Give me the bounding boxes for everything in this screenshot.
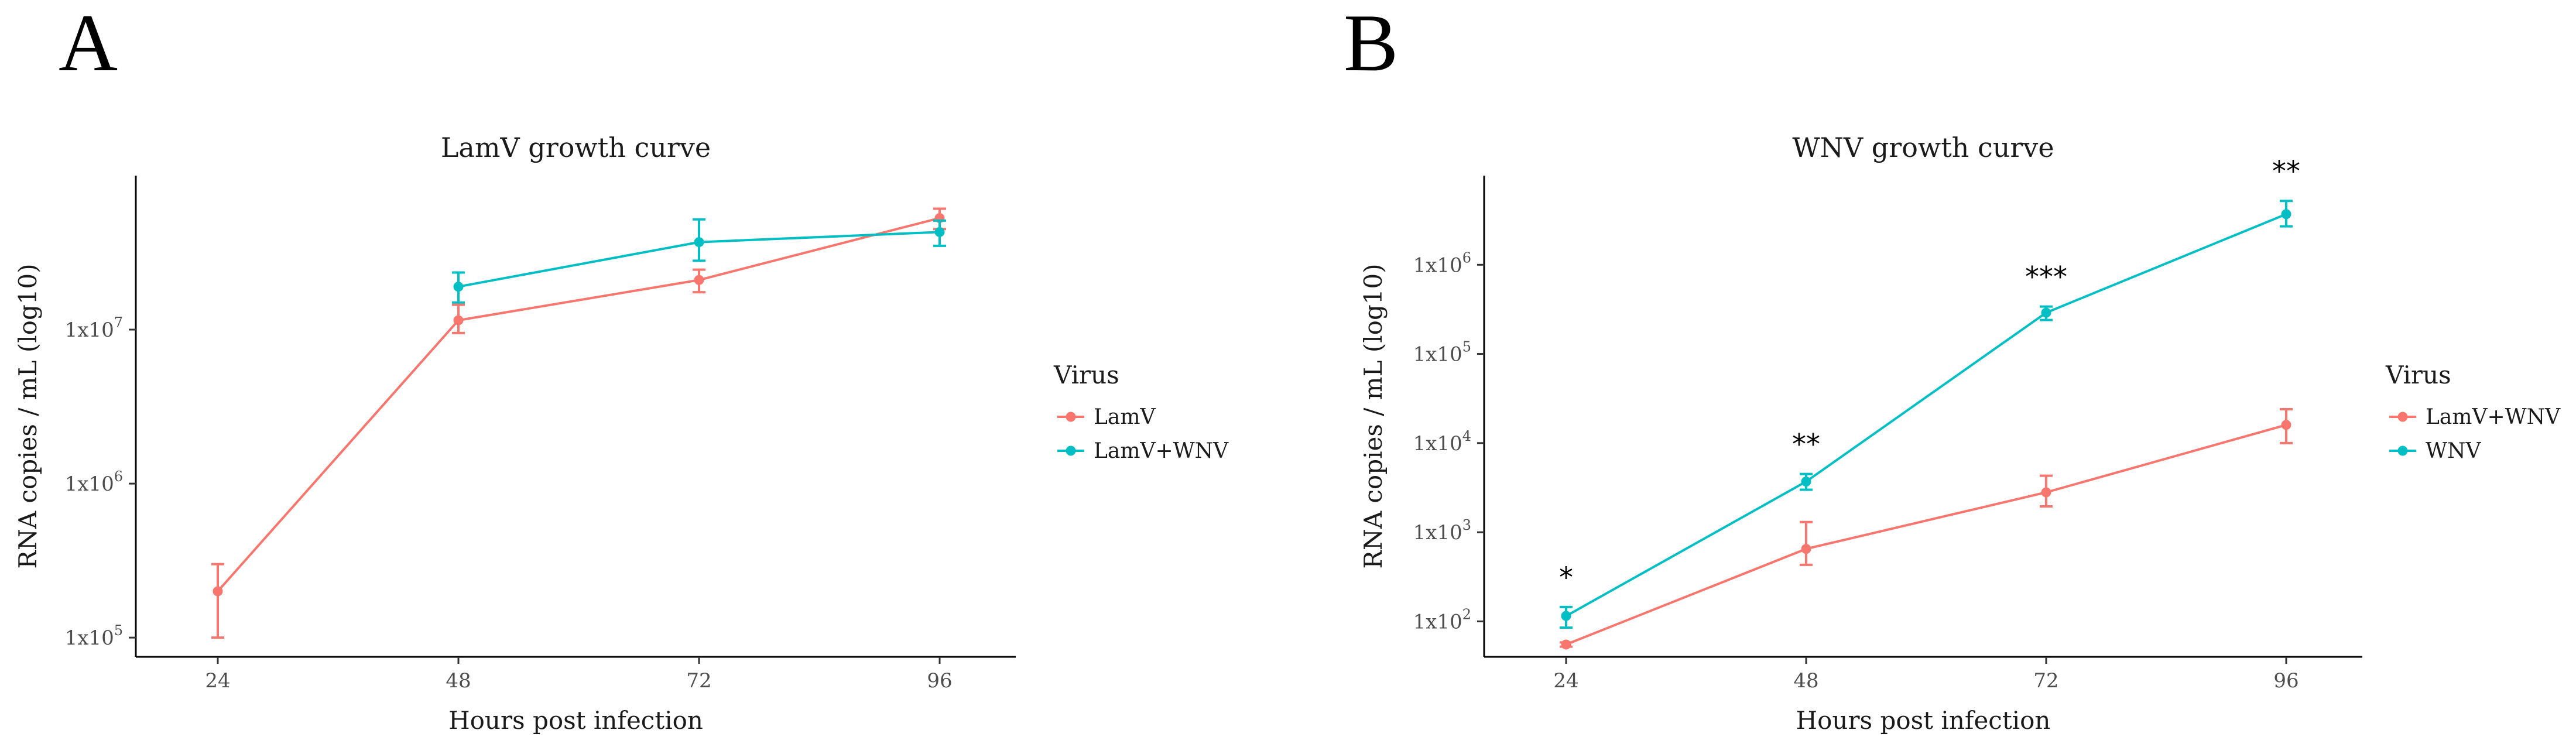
significance-annotation: * <box>1559 561 1573 594</box>
legend: Virus LamV+WNV WNV <box>2385 361 2561 463</box>
legend-title: Virus <box>2385 361 2451 389</box>
panel-letter-b: B <box>1344 0 1398 88</box>
chart-title: WNV growth curve <box>1792 132 2054 163</box>
y-tick-label: 1x107 <box>65 314 123 342</box>
data-point <box>2281 209 2291 220</box>
data-point <box>213 586 223 597</box>
x-tick-label: 72 <box>686 669 711 693</box>
significance-annotation: *** <box>2025 261 2067 294</box>
y-tick-label: 1x104 <box>1413 428 1471 455</box>
x-tick-label: 48 <box>1793 669 1818 693</box>
wnv-growth-chart: WNV growth curve 24 48 72 96 1x102 1x103 1x104 1… <box>1359 132 2561 735</box>
series-lamv <box>211 207 946 639</box>
data-point <box>1561 611 1571 621</box>
y-tick-label: 1x106 <box>1413 249 1471 277</box>
data-point <box>1561 639 1571 650</box>
data-point <box>1801 544 1811 554</box>
series-line <box>217 217 940 592</box>
x-axis-title: Hours post infection <box>1796 706 2051 735</box>
legend-key-point <box>1066 446 1076 456</box>
legend-label: LamV+WNV <box>1094 439 1229 463</box>
significance-annotation: ** <box>2272 155 2300 188</box>
series-lamv-wnv <box>452 218 946 304</box>
legend-title: Virus <box>1053 361 1119 389</box>
data-point <box>1801 477 1811 487</box>
legend-key-point <box>2397 446 2408 456</box>
series-lamv-wnv <box>1560 407 2293 650</box>
panel-letter-a: A <box>59 0 118 88</box>
x-tick-label: 24 <box>1553 669 1578 693</box>
x-tick-label: 96 <box>2273 669 2298 693</box>
x-axis-title: Hours post infection <box>448 706 703 735</box>
data-point <box>453 315 464 325</box>
y-tick-label: 1x106 <box>65 468 123 496</box>
data-point <box>934 227 945 237</box>
y-tick-label: 1x105 <box>65 622 123 650</box>
legend-label: LamV <box>1094 405 1156 429</box>
significance-annotation: ** <box>1792 429 1820 461</box>
chart-title: LamV growth curve <box>441 132 711 163</box>
y-axis-title: RNA copies / mL (log10) <box>13 263 42 568</box>
data-point <box>2041 307 2051 318</box>
data-point <box>694 237 704 248</box>
data-point <box>694 275 704 285</box>
legend: Virus LamV LamV+WNV <box>1053 361 1229 463</box>
y-axis-title: RNA copies / mL (log10) <box>1359 263 1388 568</box>
legend-key-point <box>2397 412 2408 422</box>
x-tick-label: 72 <box>2033 669 2058 693</box>
legend-key-point <box>1066 412 1076 422</box>
series-wnv <box>1560 200 2293 629</box>
series-line <box>1566 423 2287 646</box>
series-line <box>1566 213 2287 617</box>
y-tick-label: 1x103 <box>1413 517 1471 544</box>
data-point <box>2041 487 2051 498</box>
legend-label: LamV+WNV <box>2426 405 2561 429</box>
legend-label: WNV <box>2426 439 2482 463</box>
x-tick-label: 96 <box>927 669 952 693</box>
y-tick-label: 1x105 <box>1413 339 1471 366</box>
y-tick-label: 1x102 <box>1413 606 1471 633</box>
x-tick-label: 24 <box>205 669 230 693</box>
x-tick-label: 48 <box>446 669 471 693</box>
lamv-growth-chart: LamV growth curve 24 48 72 96 1x105 1x106 1x107… <box>13 132 1229 735</box>
data-point <box>2281 420 2291 430</box>
data-point <box>453 282 464 292</box>
